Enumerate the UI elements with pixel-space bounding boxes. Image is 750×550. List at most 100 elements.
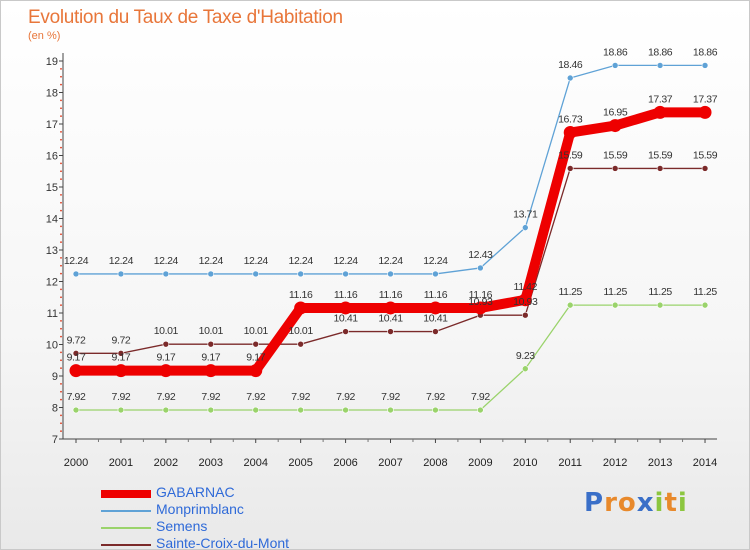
data-label-sainte-croix-du-mont: 10.41 <box>378 313 403 325</box>
x-tick-label: 2013 <box>648 457 672 469</box>
y-minor-tick <box>60 304 62 307</box>
data-label-gabarnac: 11.16 <box>379 289 403 301</box>
data-label-semens: 7.92 <box>201 391 220 403</box>
data-point-gabarnac <box>518 293 532 307</box>
data-point-monprimblanc <box>656 62 664 69</box>
data-point-sainte-croix-du-mont <box>252 340 260 348</box>
data-label-monprimblanc: 12.43 <box>468 249 493 261</box>
data-label-semens: 7.92 <box>471 391 490 403</box>
logo-letter: P <box>584 488 605 518</box>
y-minor-tick <box>60 296 62 299</box>
data-point-gabarnac <box>384 301 398 315</box>
data-label-semens: 9.23 <box>516 350 535 362</box>
data-point-monprimblanc <box>342 270 349 278</box>
y-minor-tick <box>60 193 62 196</box>
data-point-monprimblanc <box>117 270 125 278</box>
y-minor-tick <box>60 130 62 133</box>
data-label-monprimblanc: 12.24 <box>244 255 269 267</box>
data-point-semens <box>656 301 664 309</box>
data-label-semens: 7.92 <box>112 391 131 403</box>
legend-swatch <box>101 527 151 529</box>
y-minor-tick <box>60 99 62 102</box>
data-point-sainte-croix-du-mont <box>162 340 170 348</box>
y-tick-label: 15 <box>46 182 58 194</box>
data-point-monprimblanc <box>701 62 709 69</box>
data-label-semens: 7.92 <box>381 391 400 403</box>
y-minor-tick <box>60 75 62 78</box>
data-label-monprimblanc: 12.24 <box>64 255 89 267</box>
data-label-monprimblanc: 12.24 <box>423 255 448 267</box>
data-point-monprimblanc <box>432 270 439 278</box>
data-point-sainte-croix-du-mont <box>566 165 574 172</box>
y-minor-tick <box>60 327 62 330</box>
legend-label: Monprimblanc <box>156 501 244 517</box>
data-label-monprimblanc: 18.86 <box>693 46 718 58</box>
data-label-monprimblanc: 18.86 <box>648 46 673 58</box>
data-point-gabarnac <box>653 105 667 119</box>
data-point-sainte-croix-du-mont <box>297 340 304 348</box>
legend-label: Sainte-Croix-du-Mont <box>156 535 290 550</box>
data-label-semens: 7.92 <box>291 391 310 403</box>
data-point-monprimblanc <box>566 74 574 82</box>
data-point-gabarnac <box>698 105 712 119</box>
x-tick-label: 2008 <box>423 457 447 469</box>
data-label-gabarnac: 9.17 <box>67 352 86 364</box>
data-label-gabarnac: 11.16 <box>289 289 313 301</box>
data-label-monprimblanc: 18.86 <box>603 46 628 58</box>
data-label-sainte-croix-du-mont: 10.41 <box>423 313 448 325</box>
data-label-gabarnac: 9.17 <box>246 352 265 364</box>
y-minor-tick <box>60 367 62 370</box>
data-point-sainte-croix-du-mont <box>701 165 709 172</box>
data-point-monprimblanc <box>521 224 529 231</box>
data-point-semens <box>117 406 125 414</box>
data-label-gabarnac: 16.95 <box>603 107 628 119</box>
data-point-monprimblanc <box>72 270 80 278</box>
data-label-gabarnac: 9.17 <box>156 352 175 364</box>
data-point-semens <box>432 406 439 414</box>
data-label-semens: 7.92 <box>426 391 445 403</box>
data-label-sainte-croix-du-mont: 10.01 <box>199 325 224 337</box>
legend-swatch <box>101 510 151 512</box>
data-point-monprimblanc <box>162 270 170 278</box>
data-point-gabarnac <box>159 364 173 378</box>
y-minor-tick <box>60 288 62 291</box>
data-point-monprimblanc <box>297 270 304 278</box>
x-tick-label: 2000 <box>64 457 88 469</box>
data-label-gabarnac: 17.37 <box>693 93 718 105</box>
data-label-monprimblanc: 12.24 <box>154 255 179 267</box>
data-point-monprimblanc <box>477 264 484 272</box>
data-point-semens <box>162 406 170 414</box>
y-tick-label: 18 <box>46 88 58 100</box>
x-tick-label: 2001 <box>109 457 133 469</box>
data-label-sainte-croix-du-mont: 9.72 <box>67 334 86 346</box>
data-label-sainte-croix-du-mont: 10.01 <box>244 325 269 337</box>
y-minor-tick <box>60 351 62 354</box>
data-label-gabarnac: 16.73 <box>558 114 583 126</box>
data-point-semens <box>72 406 80 414</box>
legend-label: GABARNAC <box>156 484 235 500</box>
y-minor-tick <box>60 422 62 425</box>
data-point-semens <box>207 406 215 414</box>
y-minor-tick <box>60 138 62 141</box>
data-label-monprimblanc: 12.24 <box>199 255 224 267</box>
data-point-monprimblanc <box>252 270 260 278</box>
data-label-monprimblanc: 18.46 <box>558 59 583 71</box>
logo-letter: x <box>636 488 655 518</box>
data-label-semens: 11.25 <box>648 286 672 298</box>
data-label-monprimblanc: 12.24 <box>109 255 134 267</box>
x-tick-label: 2010 <box>513 457 537 469</box>
y-minor-tick <box>60 233 62 236</box>
data-label-gabarnac: 9.17 <box>201 352 220 364</box>
data-label-sainte-croix-du-mont: 10.01 <box>289 325 314 337</box>
data-label-gabarnac: 11.42 <box>514 281 538 293</box>
data-point-sainte-croix-du-mont <box>117 350 125 357</box>
x-tick-label: 2014 <box>693 457 717 469</box>
y-tick-label: 19 <box>46 56 58 68</box>
y-minor-tick <box>60 201 62 204</box>
x-tick-label: 2012 <box>603 457 627 469</box>
y-minor-tick <box>60 67 62 70</box>
data-label-sainte-croix-du-mont: 15.59 <box>558 149 583 161</box>
y-minor-tick <box>60 359 62 362</box>
y-minor-tick <box>60 178 62 181</box>
